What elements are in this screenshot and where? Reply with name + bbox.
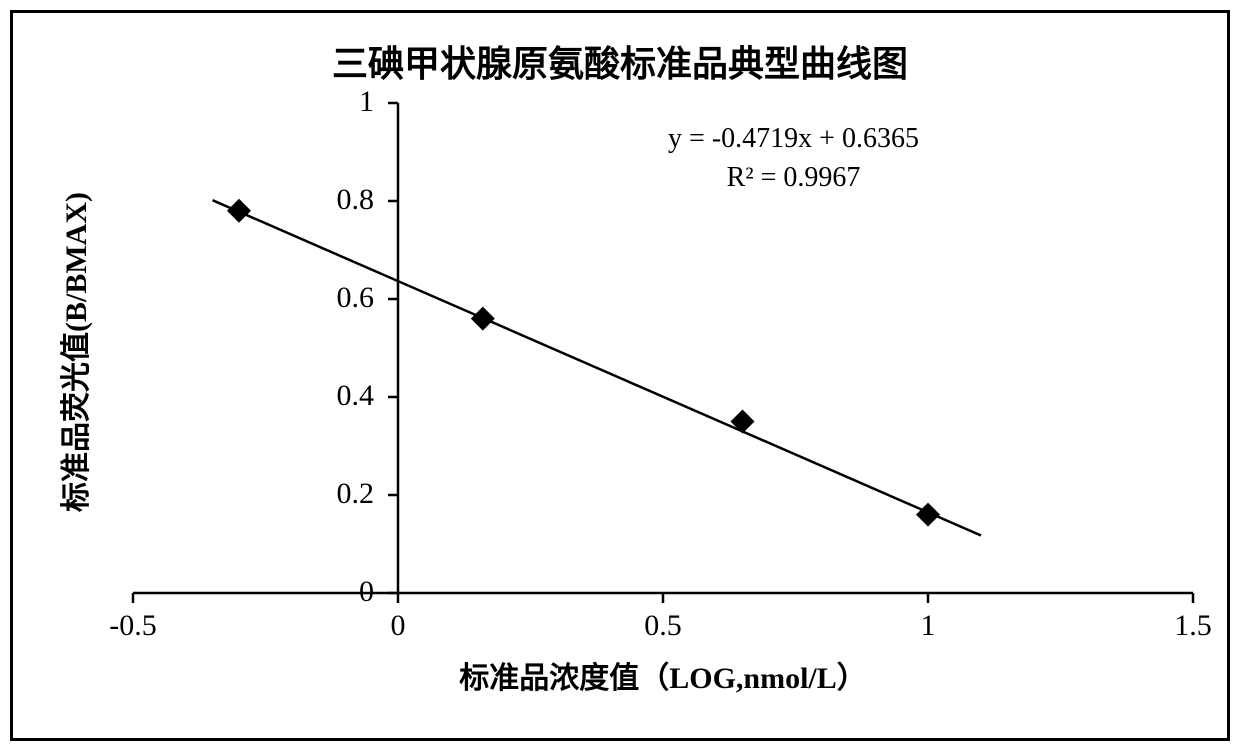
y-tick-label: 0.6	[337, 281, 375, 315]
y-tick-label: 0.4	[337, 379, 375, 413]
chart-container: 三碘甲状腺原氨酸标准品典型曲线图 标准品荧光值(B/BMAX) 标准品浓度值（L…	[13, 13, 1227, 738]
x-tick-label: 0	[348, 609, 448, 643]
y-tick-label: 0.8	[337, 183, 375, 217]
x-tick-label: 0.5	[613, 609, 713, 643]
data-point-marker	[227, 199, 251, 223]
trendline	[213, 200, 982, 535]
data-point-marker	[731, 410, 755, 434]
y-tick-label: 1	[359, 85, 374, 119]
x-tick-label: -0.5	[83, 609, 183, 643]
chart-frame: 三碘甲状腺原氨酸标准品典型曲线图 标准品荧光值(B/BMAX) 标准品浓度值（L…	[10, 10, 1230, 741]
data-point-marker	[471, 307, 495, 331]
y-tick-label: 0.2	[337, 477, 375, 511]
y-tick-label: 0	[359, 575, 374, 609]
data-point-marker	[916, 503, 940, 527]
x-tick-label: 1	[878, 609, 978, 643]
x-tick-label: 1.5	[1143, 609, 1240, 643]
